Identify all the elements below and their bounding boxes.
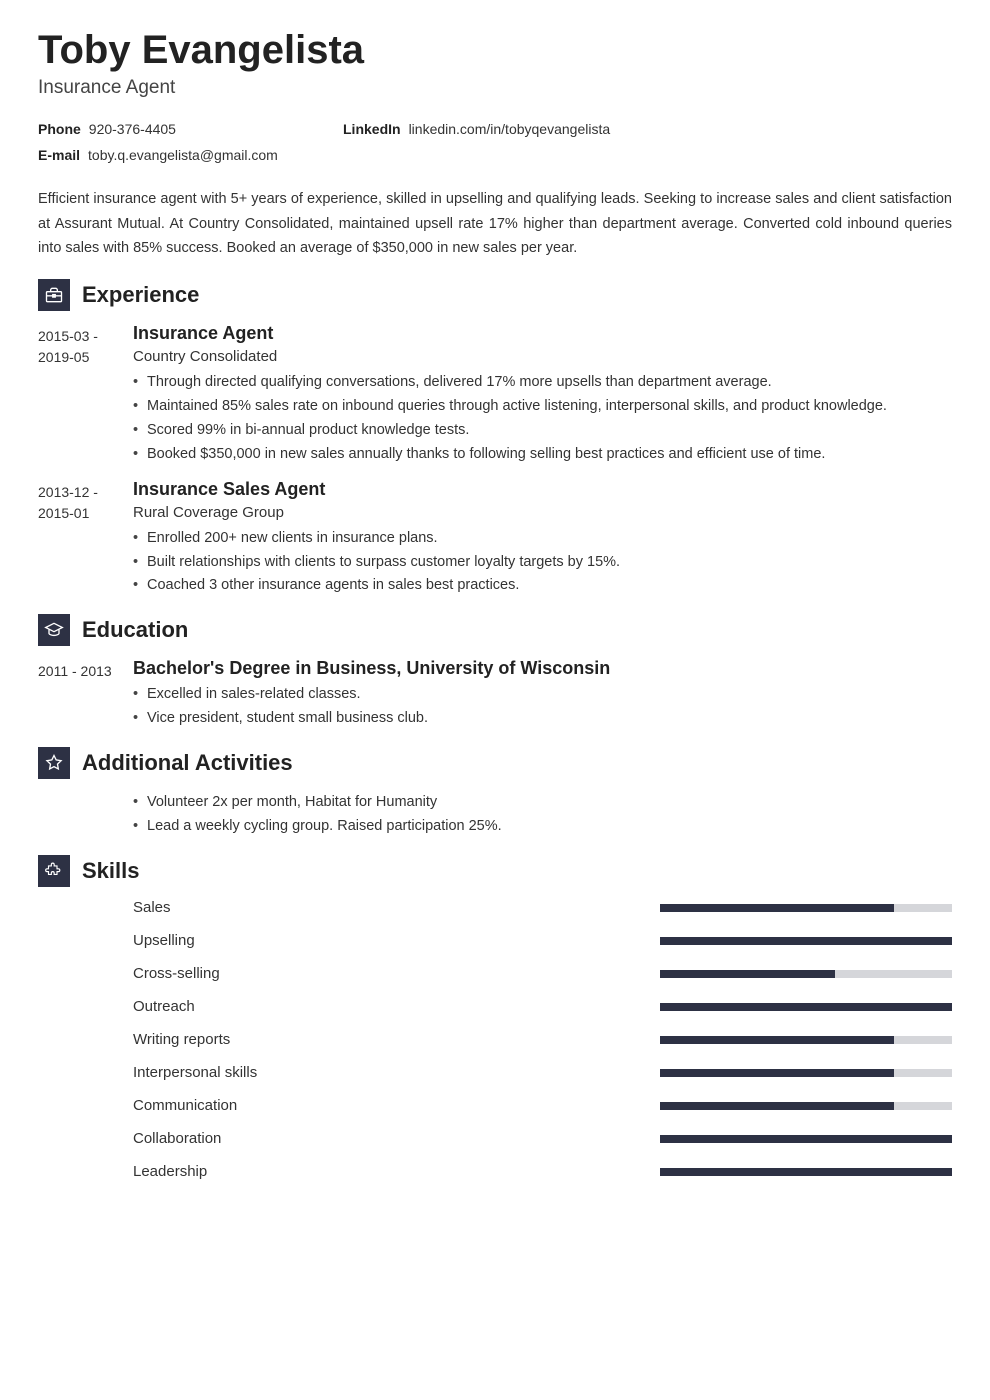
section-title: Additional Activities	[82, 750, 293, 776]
skill-fill	[660, 1135, 952, 1143]
entry-dates: 2013-12 - 2015-01	[38, 479, 133, 599]
section-header-activities: Additional Activities	[38, 747, 952, 779]
skill-fill	[660, 1069, 894, 1077]
entry-title: Insurance Sales Agent	[133, 479, 952, 500]
bullet-item: Coached 3 other insurance agents in sale…	[133, 574, 952, 598]
skill-row: Cross-selling	[133, 965, 952, 982]
skill-label: Sales	[133, 899, 660, 916]
skill-bar	[660, 937, 952, 945]
contact-item: Phone 920-376-4405	[38, 121, 343, 137]
contact-label: E-mail	[38, 147, 80, 163]
section-title: Experience	[82, 282, 199, 308]
bullet-item: Excelled in sales-related classes.	[133, 683, 952, 707]
entry: 2015-03 - 2019-05Insurance Agent Country …	[38, 323, 952, 467]
skill-label: Collaboration	[133, 1130, 660, 1147]
skill-fill	[660, 904, 894, 912]
skill-bar	[660, 970, 952, 978]
bullet-item: Through directed qualifying conversation…	[133, 371, 952, 395]
contact-value: toby.q.evangelista@gmail.com	[88, 147, 278, 163]
contact-value: 920-376-4405	[89, 121, 176, 137]
bullet-list: Through directed qualifying conversation…	[133, 371, 952, 467]
skill-label: Upselling	[133, 932, 660, 949]
activities-list: Volunteer 2x per month, Habitat for Huma…	[133, 791, 952, 839]
bullet-list: Enrolled 200+ new clients in insurance p…	[133, 527, 952, 599]
skill-row: Collaboration	[133, 1130, 952, 1147]
skill-bar	[660, 904, 952, 912]
skill-bar	[660, 1135, 952, 1143]
person-title: Insurance Agent	[38, 77, 952, 99]
entry: 2013-12 - 2015-01Insurance Sales Agent Ru…	[38, 479, 952, 599]
entry-title: Insurance Agent	[133, 323, 952, 344]
skill-row: Outreach	[133, 998, 952, 1015]
skill-bar	[660, 1069, 952, 1077]
entry-title: Bachelor's Degree in Business, Universit…	[133, 658, 952, 679]
entry: 2011 - 2013Bachelor's Degree in Business…	[38, 658, 952, 731]
skill-label: Cross-selling	[133, 965, 660, 982]
puzzle-icon	[38, 855, 70, 887]
skill-fill	[660, 937, 952, 945]
section-title: Education	[82, 617, 188, 643]
skill-label: Leadership	[133, 1163, 660, 1180]
entry-subtitle: Rural Coverage Group	[133, 504, 952, 521]
skill-row: Sales	[133, 899, 952, 916]
section-title: Skills	[82, 858, 139, 884]
contacts-block: Phone 920-376-4405 LinkedIn linkedin.com/in…	[38, 121, 952, 173]
star-icon	[38, 747, 70, 779]
skill-label: Interpersonal skills	[133, 1064, 660, 1081]
section-header-skills: Skills	[38, 855, 952, 887]
bullet-item: Vice president, student small business c…	[133, 707, 952, 731]
skill-fill	[660, 1003, 952, 1011]
briefcase-icon	[38, 279, 70, 311]
bullet-list: Excelled in sales-related classes.Vice p…	[133, 683, 952, 731]
skill-bar	[660, 1036, 952, 1044]
entry-dates: 2011 - 2013	[38, 658, 133, 731]
section-header-education: Education	[38, 614, 952, 646]
entry-subtitle: Country Consolidated	[133, 348, 952, 365]
skill-row: Interpersonal skills	[133, 1064, 952, 1081]
contact-item: E-mail toby.q.evangelista@gmail.com	[38, 147, 343, 163]
contact-value: linkedin.com/in/tobyqevangelista	[409, 121, 611, 137]
section-header-experience: Experience	[38, 279, 952, 311]
contact-item: LinkedIn linkedin.com/in/tobyqevangelista	[343, 121, 843, 137]
skill-label: Communication	[133, 1097, 660, 1114]
bullet-item: Booked $350,000 in new sales annually th…	[133, 443, 952, 467]
grad-cap-icon	[38, 614, 70, 646]
contact-label: Phone	[38, 121, 81, 137]
skill-bar	[660, 1003, 952, 1011]
skill-fill	[660, 1168, 952, 1176]
skill-bar	[660, 1168, 952, 1176]
skill-fill	[660, 970, 835, 978]
skill-row: Communication	[133, 1097, 952, 1114]
skill-bar	[660, 1102, 952, 1110]
skill-row: Writing reports	[133, 1031, 952, 1048]
person-name: Toby Evangelista	[38, 28, 952, 73]
skill-fill	[660, 1036, 894, 1044]
entry-dates: 2015-03 - 2019-05	[38, 323, 133, 467]
contact-label: LinkedIn	[343, 121, 401, 137]
skill-label: Writing reports	[133, 1031, 660, 1048]
bullet-item: Volunteer 2x per month, Habitat for Huma…	[133, 791, 952, 815]
summary-text: Efficient insurance agent with 5+ years …	[38, 187, 952, 261]
bullet-item: Scored 99% in bi-annual product knowledg…	[133, 419, 952, 443]
skill-label: Outreach	[133, 998, 660, 1015]
bullet-item: Enrolled 200+ new clients in insurance p…	[133, 527, 952, 551]
bullet-item: Maintained 85% sales rate on inbound que…	[133, 395, 952, 419]
skill-row: Leadership	[133, 1163, 952, 1180]
skill-fill	[660, 1102, 894, 1110]
bullet-item: Built relationships with clients to surp…	[133, 551, 952, 575]
bullet-item: Lead a weekly cycling group. Raised part…	[133, 815, 952, 839]
skill-row: Upselling	[133, 932, 952, 949]
